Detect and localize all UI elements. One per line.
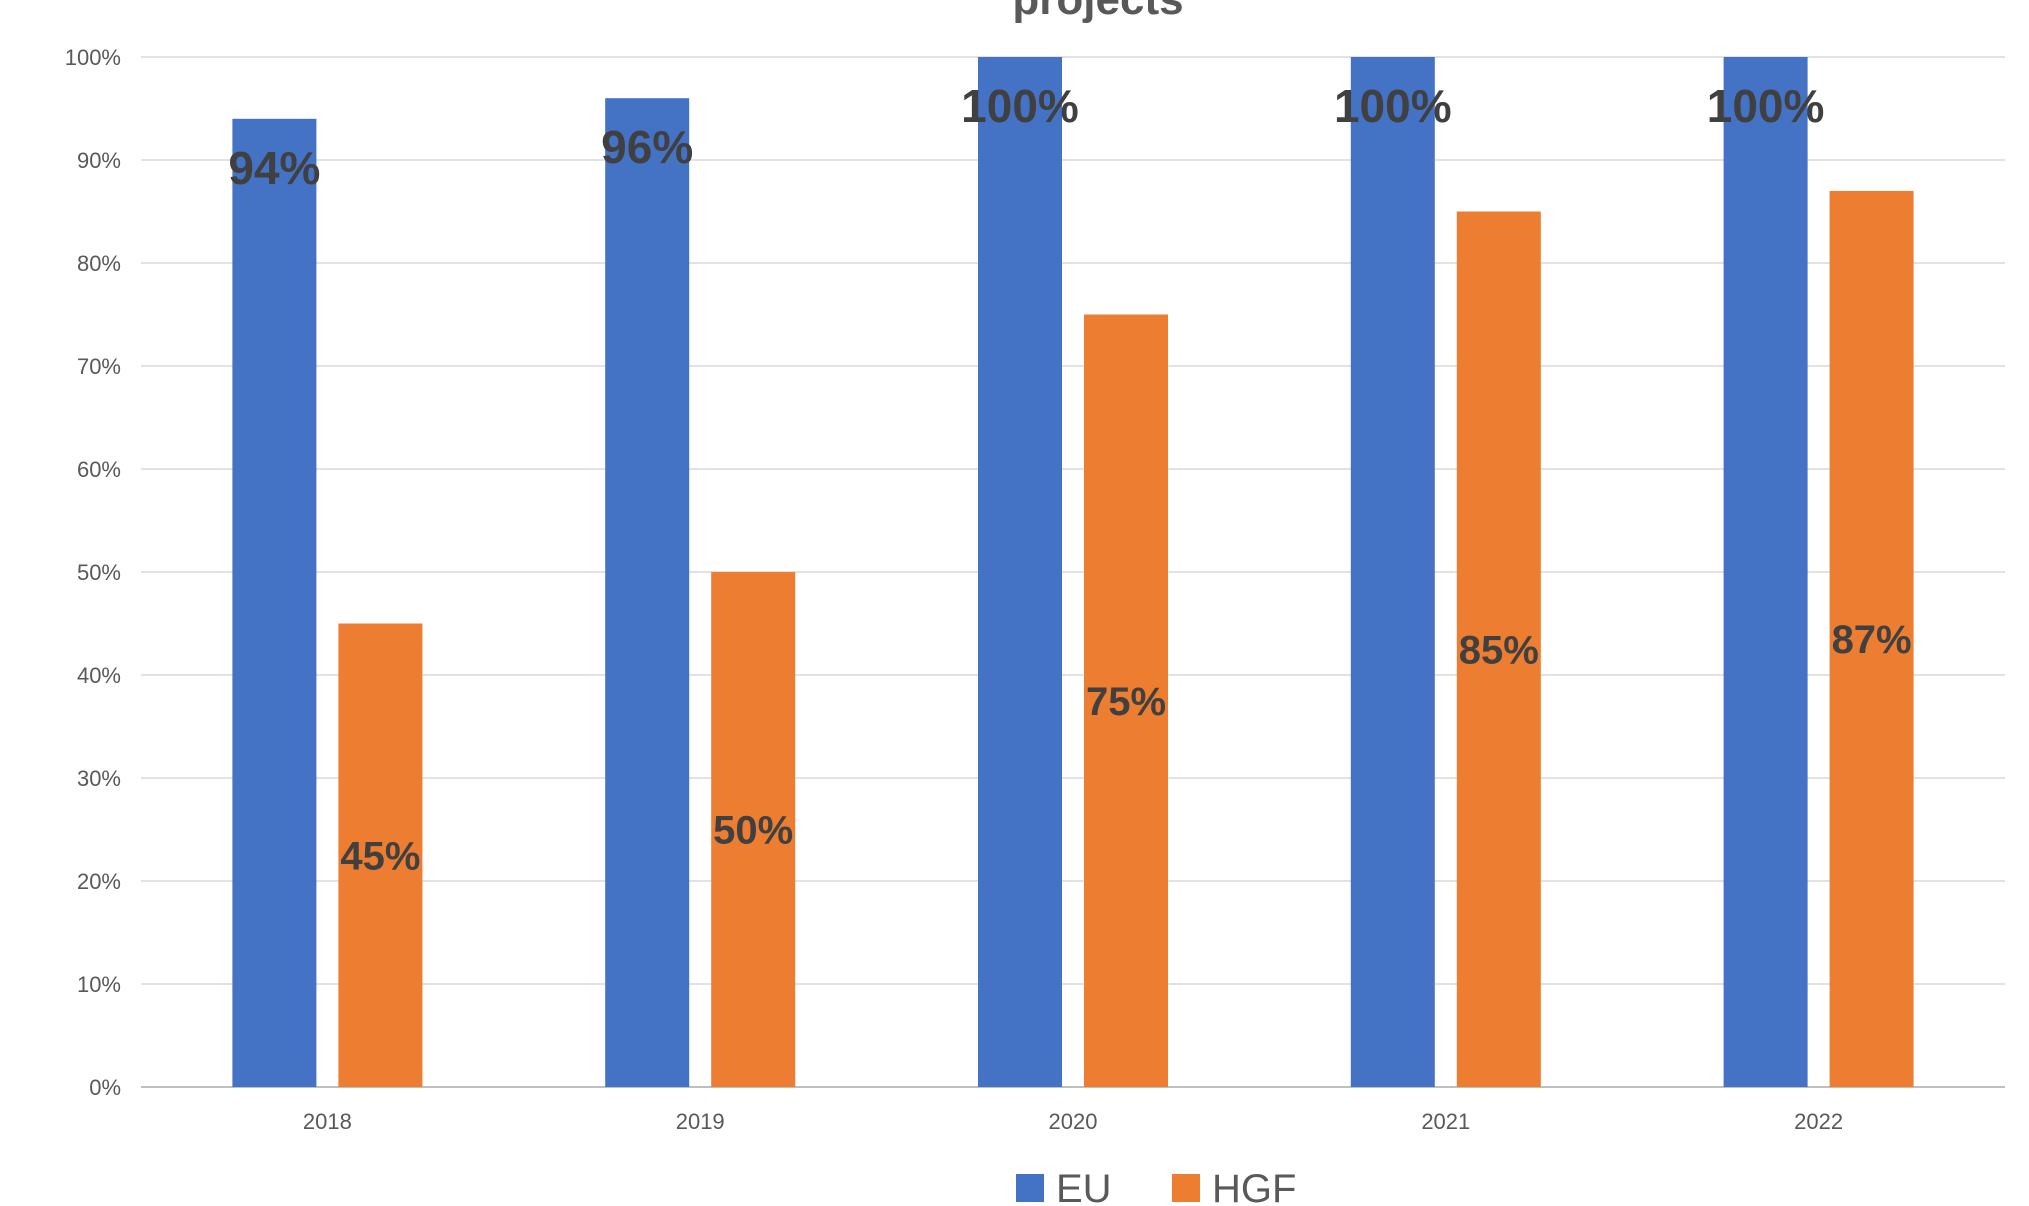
y-tick-label: 0% [89,1075,121,1100]
y-tick-label: 70% [77,354,121,379]
x-tick-label: 2021 [1421,1109,1470,1134]
y-tick-label: 80% [77,251,121,276]
x-tick-label: 2022 [1794,1109,1843,1134]
bar-hgf-2019 [711,572,796,1087]
y-tick-label: 20% [77,869,121,894]
data-label-hgf-2022: 87% [1832,618,1912,662]
bar-hgf-2020 [1084,314,1168,1087]
data-label-eu-2021: 100% [1334,80,1452,132]
y-tick-label: 50% [77,560,121,585]
x-tick-label: 2018 [303,1109,352,1134]
data-labels: 94% 45% 96% 50% 100% 75% 100% 85% 100% 87% [228,80,1911,878]
bar-eu-2019 [605,98,690,1087]
gridlines [141,56,2005,1088]
data-label-eu-2018: 94% [228,142,320,194]
chart-title: projects [1012,0,1183,24]
bar-hgf-2018 [338,623,423,1087]
data-label-hgf-2021: 85% [1459,628,1539,672]
legend-label-hgf: HGF [1212,1167,1296,1206]
bar-hgf-2021 [1456,211,1541,1087]
y-tick-label: 10% [77,972,121,997]
bar-hgf-2022 [1829,190,1914,1087]
data-label-hgf-2019: 50% [713,809,793,853]
data-label-hgf-2020: 75% [1086,680,1166,724]
bar-eu-2022 [1723,57,1808,1087]
data-label-eu-2020: 100% [961,80,1079,132]
y-tick-label: 60% [77,457,121,482]
legend: EU HGF [1016,1167,1296,1206]
bar-eu-2021 [1350,57,1435,1087]
axes: 0% 10% 20% 30% 40% 50% 60% 70% 80% 90% 100% 2018 201… [65,45,1843,1134]
data-label-hgf-2018: 45% [340,834,420,878]
x-tick-label: 2020 [1049,1109,1098,1134]
legend-swatch-hgf [1172,1174,1200,1202]
x-tick-label: 2019 [676,1109,725,1134]
legend-swatch-eu [1016,1174,1044,1202]
y-tick-label: 100% [65,45,121,70]
data-label-eu-2019: 96% [601,121,693,173]
bar-eu-2020 [978,57,1062,1087]
data-label-eu-2022: 100% [1707,80,1825,132]
y-tick-label: 90% [77,148,121,173]
y-tick-label: 30% [77,766,121,791]
bars [232,57,1914,1088]
bar-eu-2018 [232,118,317,1088]
y-tick-label: 40% [77,663,121,688]
legend-label-eu: EU [1056,1167,1112,1206]
